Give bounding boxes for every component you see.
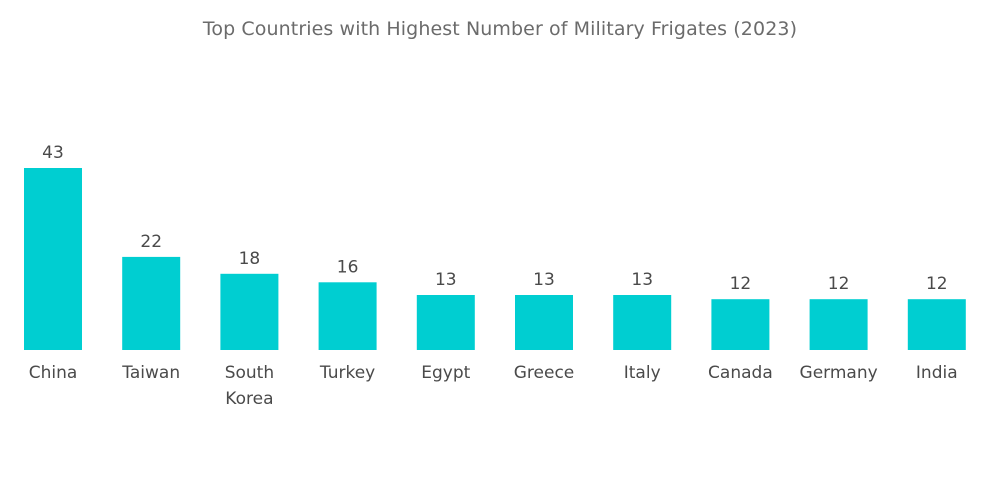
category-label: Egypt xyxy=(421,363,470,383)
bar-taiwan xyxy=(122,256,181,350)
value-label: 22 xyxy=(140,232,162,252)
value-label: 16 xyxy=(337,257,359,277)
bar-greece xyxy=(515,295,573,350)
value-labels-group: 43 22 18 16 13 13 13 12 12 12 xyxy=(42,143,947,294)
value-label: 12 xyxy=(730,274,752,294)
value-label: 43 xyxy=(42,143,64,163)
bars-group xyxy=(24,168,966,350)
category-label: South Korea xyxy=(225,363,274,409)
category-label: Taiwan xyxy=(121,363,180,383)
bar-germany xyxy=(809,299,868,350)
category-label: India xyxy=(916,363,958,383)
bar-egypt xyxy=(416,295,475,350)
bar-south-korea xyxy=(220,273,279,350)
category-label: Italy xyxy=(624,363,661,383)
value-label: 13 xyxy=(533,270,555,290)
bar-canada xyxy=(711,299,770,350)
bar-india xyxy=(907,299,966,350)
category-label: Greece xyxy=(514,363,575,383)
category-label: Germany xyxy=(800,363,878,383)
bar-china xyxy=(24,168,82,350)
chart-title: Top Countries with Highest Number of Mil… xyxy=(202,18,798,40)
value-label: 12 xyxy=(926,274,948,294)
value-label: 18 xyxy=(239,249,261,269)
bar-turkey xyxy=(318,282,377,350)
category-labels-group: China Taiwan South Korea Turkey Egypt Greece It… xyxy=(29,363,958,409)
category-label: Turkey xyxy=(319,363,375,383)
value-label: 13 xyxy=(631,270,653,290)
value-label: 12 xyxy=(828,274,850,294)
value-label: 13 xyxy=(435,270,457,290)
bar-italy xyxy=(613,295,672,350)
category-label: China xyxy=(29,363,78,383)
category-label: Canada xyxy=(708,363,773,383)
